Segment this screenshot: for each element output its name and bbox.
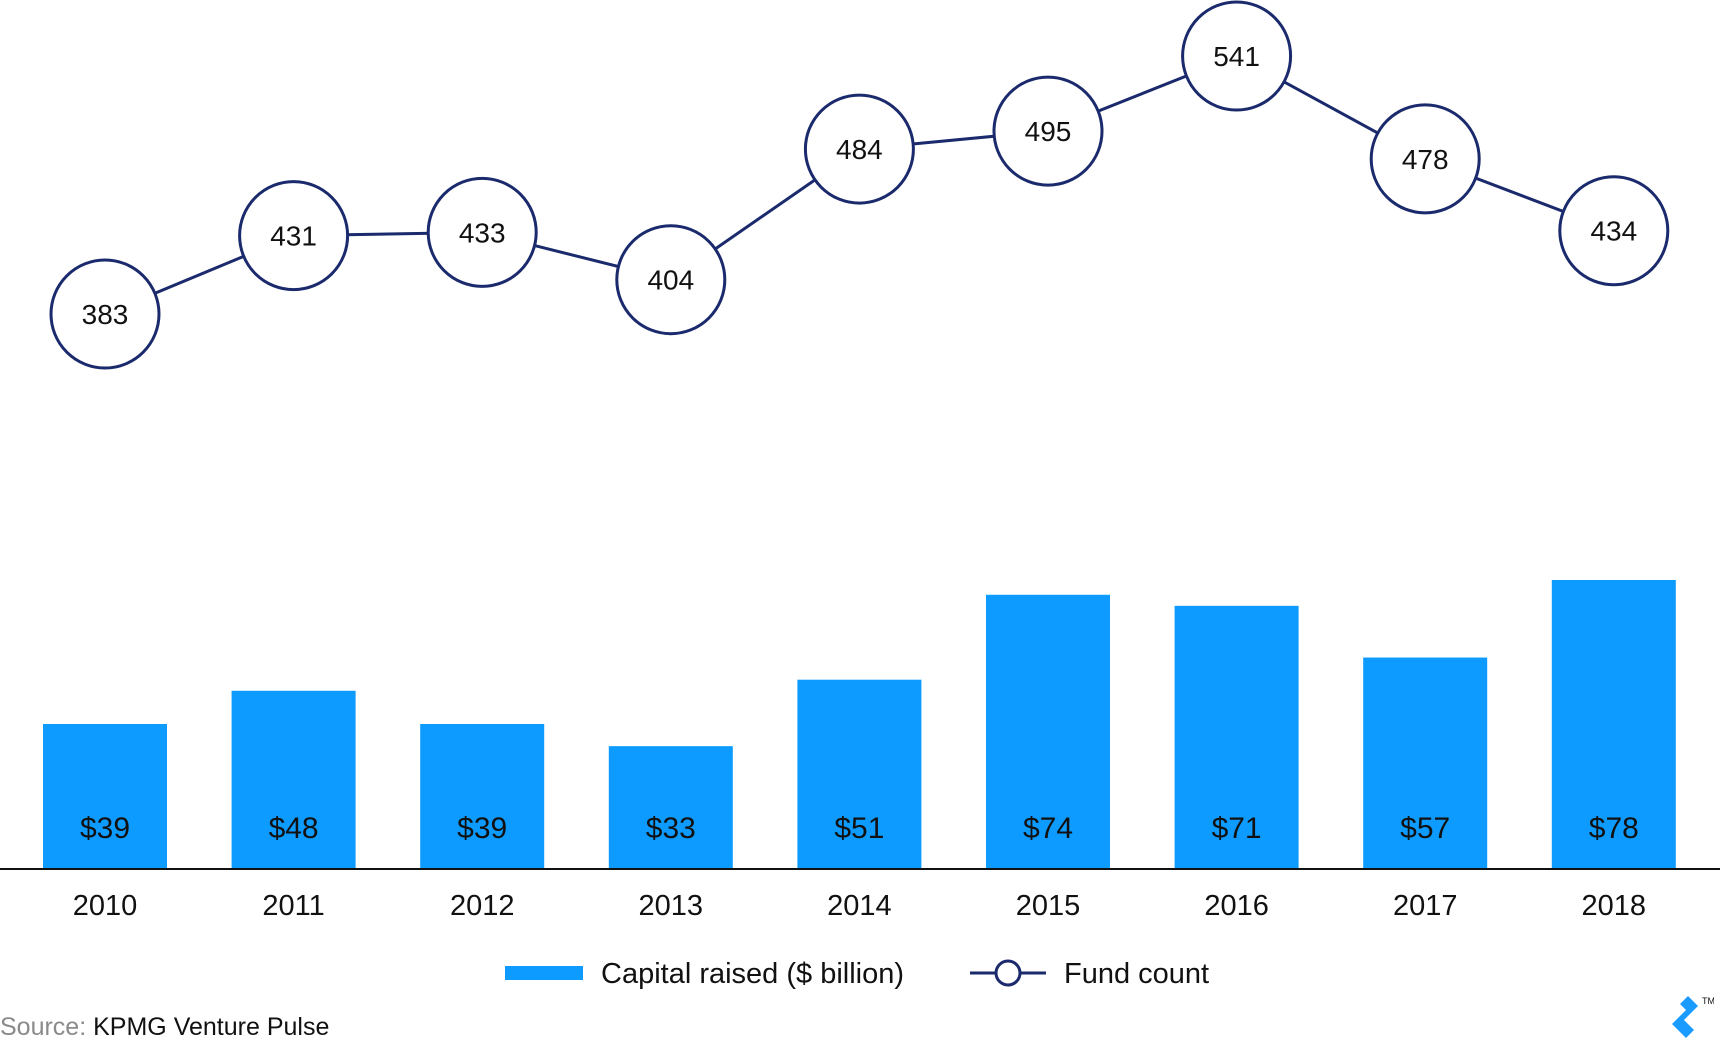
x-tick-2014: 2014 [827, 890, 892, 922]
x-tick-2018: 2018 [1582, 890, 1647, 922]
fund-count-label-2017: 478 [1402, 144, 1449, 175]
capital-bar-label-2013: $33 [646, 812, 696, 845]
capital-bar-2012 [420, 724, 545, 868]
legend-bar-swatch [505, 966, 583, 980]
bars-layer: $39 $48 $39 $33 $51 $74 $71 $57 $78 [43, 580, 1676, 868]
fund-count-point-2015 [992, 75, 1104, 187]
legend-line-marker [994, 959, 1022, 987]
fund-count-label-2014: 484 [836, 134, 883, 165]
fund-count-label-2015: 495 [1025, 116, 1072, 147]
fund-count-point-2010 [49, 258, 161, 370]
capital-bar-2014 [797, 679, 922, 868]
x-tick-2015: 2015 [1016, 890, 1081, 922]
source-label: Source: [0, 1013, 87, 1041]
fund-count-label-2010: 383 [82, 299, 129, 330]
fund-count-point-2018 [1558, 175, 1670, 287]
fund-count-point-2012 [426, 176, 538, 288]
capital-bar-label-2011: $48 [269, 812, 319, 845]
capital-bar-label-2014: $51 [834, 812, 884, 845]
x-tick-2010: 2010 [73, 890, 138, 922]
capital-bar-label-2015: $74 [1023, 812, 1073, 845]
fund-count-label-2013: 404 [647, 265, 694, 296]
toptal-logo-shape [1672, 996, 1698, 1038]
capital-bar-label-2016: $71 [1212, 812, 1262, 845]
capital-bar-2010 [43, 724, 167, 868]
fund-count-label-2016: 541 [1213, 41, 1260, 72]
toptal-logo-icon: TM [1672, 996, 1714, 1038]
capital-bar-2011 [231, 690, 356, 868]
source-note: Source: KPMG Venture Pulse [0, 1013, 329, 1042]
capital-bar-label-2010: $39 [80, 812, 130, 845]
capital-bar-2013 [608, 746, 733, 868]
fund-count-point-2013 [615, 224, 727, 336]
legend: Capital raised ($ billion) Fund count [505, 958, 1209, 990]
x-tick-2012: 2012 [450, 890, 515, 922]
capital-bar-label-2017: $57 [1400, 812, 1450, 845]
capital-bar-2018 [1551, 580, 1676, 868]
fund-count-label-2012: 433 [459, 217, 506, 248]
trademark-mark: TM [1702, 996, 1714, 1006]
capital-bar-2016 [1174, 605, 1299, 868]
fund-count-point-2017 [1369, 103, 1481, 215]
capital-bar-label-2018: $78 [1589, 812, 1639, 845]
fund-count-label-2011: 431 [270, 221, 317, 252]
capital-bar-2015 [986, 594, 1110, 868]
capital-bar-2017 [1363, 657, 1488, 868]
source-text: KPMG Venture Pulse [93, 1013, 330, 1041]
fund-count-point-2014 [803, 93, 915, 205]
legend-line-label: Fund count [1064, 958, 1209, 990]
fund-count-label-2018: 434 [1590, 216, 1637, 247]
x-tick-2011: 2011 [262, 890, 324, 922]
fund-count-line-layer: 383 431 433 404 484 495 541 478 434 [49, 0, 1670, 370]
x-tick-2017: 2017 [1393, 890, 1458, 922]
x-tick-2016: 2016 [1204, 890, 1269, 922]
fund-count-point-2011 [238, 180, 350, 292]
legend-bar-label: Capital raised ($ billion) [601, 958, 904, 990]
fund-count-point-2016 [1181, 0, 1293, 112]
capital-bar-label-2012: $39 [457, 812, 507, 845]
x-tick-2013: 2013 [639, 890, 704, 922]
x-tick-labels: 2010 2011 2012 2013 2014 2015 2016 2017 2018 [73, 890, 1646, 922]
